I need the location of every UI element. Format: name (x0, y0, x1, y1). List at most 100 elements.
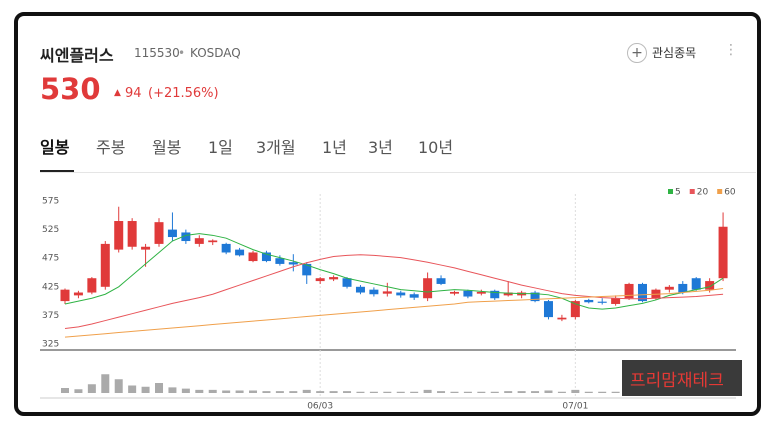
volume-bar (571, 389, 580, 393)
ma-line (64, 288, 724, 338)
volume-bar (477, 391, 486, 393)
legend-label: 5 (675, 188, 681, 198)
tab[interactable]: 1일 (208, 138, 233, 157)
candle-body (396, 292, 406, 296)
candle-body (691, 278, 701, 290)
candle-body (100, 243, 110, 287)
watchlist-button[interactable]: 관심종목 (652, 46, 697, 60)
tab[interactable]: 월봉 (152, 138, 182, 157)
volume-bar (410, 391, 419, 393)
x-tick-label: 07/01 (562, 402, 588, 412)
volume-bar (61, 388, 69, 393)
volume-bar (222, 390, 231, 393)
candle-body (570, 301, 580, 318)
candle-body (463, 290, 473, 297)
legend-swatch (668, 189, 673, 194)
tab[interactable]: 10년 (418, 138, 454, 157)
candle-body (718, 226, 728, 279)
volume-bar (155, 383, 164, 393)
y-tick-label: 575 (42, 197, 59, 207)
volume-bar (208, 389, 217, 393)
y-tick-label: 425 (42, 282, 59, 292)
volume-bar (329, 391, 338, 393)
volume-bar (249, 390, 258, 393)
x-tick-label: 06/03 (307, 402, 333, 412)
legend-swatch (717, 189, 723, 194)
volume-bar (598, 391, 607, 393)
legend-swatch (689, 189, 695, 194)
volume-bar (504, 391, 513, 393)
candle-body (261, 252, 271, 262)
candle-body (181, 232, 191, 242)
card: 씨엔플러스 115530 • KOSDAQ + 관심종목 ⋮ 530 ▲ 94 … (14, 12, 761, 416)
volume-bar (114, 379, 123, 393)
candle-body (275, 258, 285, 264)
tab[interactable]: 1년 (322, 138, 347, 157)
volume-bar (316, 391, 325, 393)
tab[interactable]: 3년 (368, 138, 393, 157)
candle-body (637, 283, 647, 302)
ma-line (64, 233, 724, 310)
ma-line (64, 254, 724, 330)
up-arrow: ▲ (114, 88, 121, 98)
stock-name: 씨엔플러스 (40, 46, 114, 65)
volume-bar (584, 391, 593, 393)
volume-bar (74, 389, 83, 393)
volume-bar (289, 391, 298, 393)
add-icon[interactable]: + (627, 43, 647, 63)
volume-bar (87, 384, 96, 393)
change: 94 (125, 86, 142, 101)
volume-bar (450, 391, 459, 393)
separator: • (178, 46, 186, 60)
candle-body (141, 246, 151, 250)
candle-body (369, 289, 379, 295)
volume-bar (517, 391, 526, 393)
stock-code: 115530 (134, 46, 180, 60)
volume-bar (262, 391, 271, 393)
volume-bar (490, 391, 499, 393)
volume-bar (141, 386, 150, 393)
tab[interactable]: 주봉 (96, 138, 126, 157)
candle-body (315, 278, 325, 282)
volume-bar (168, 387, 177, 393)
tab[interactable]: 3개월 (256, 138, 296, 157)
candle-body (490, 290, 500, 299)
volume-bar (343, 391, 352, 393)
volume-bar (181, 388, 190, 393)
y-tick-label: 375 (42, 311, 59, 321)
market: KOSDAQ (190, 46, 241, 60)
candle-body (355, 286, 365, 293)
more-menu[interactable]: ⋮ (724, 42, 738, 58)
price: 530 (40, 72, 101, 106)
change-pct: (+21.56%) (148, 86, 219, 101)
volume-bar (128, 385, 137, 393)
volume-bar (235, 390, 244, 393)
candle-body (114, 221, 124, 250)
tab[interactable]: 일봉 (40, 138, 70, 157)
y-tick-label: 525 (42, 225, 59, 235)
y-tick-label: 475 (42, 254, 59, 264)
candle-body (449, 291, 459, 294)
candle-body (73, 292, 83, 296)
candle-body (584, 299, 594, 303)
candle-body (248, 252, 258, 262)
candle-body (235, 249, 245, 256)
candle-body (329, 277, 339, 280)
candle-body (127, 221, 137, 247)
legend-label: 60 (724, 188, 736, 198)
candle-body (167, 229, 177, 238)
candle-body (664, 286, 674, 290)
volume-bar (611, 391, 620, 393)
volume-bar (437, 391, 446, 393)
tab-underline (40, 170, 74, 172)
candle-body (342, 278, 352, 287)
candle-body (597, 301, 607, 303)
volume-bar (302, 389, 311, 393)
candle-body (678, 283, 688, 293)
candle-body (530, 292, 540, 302)
candle-body (302, 263, 312, 276)
candle-body (409, 294, 419, 298)
candle-body (503, 292, 513, 296)
volume-bar (423, 389, 432, 393)
